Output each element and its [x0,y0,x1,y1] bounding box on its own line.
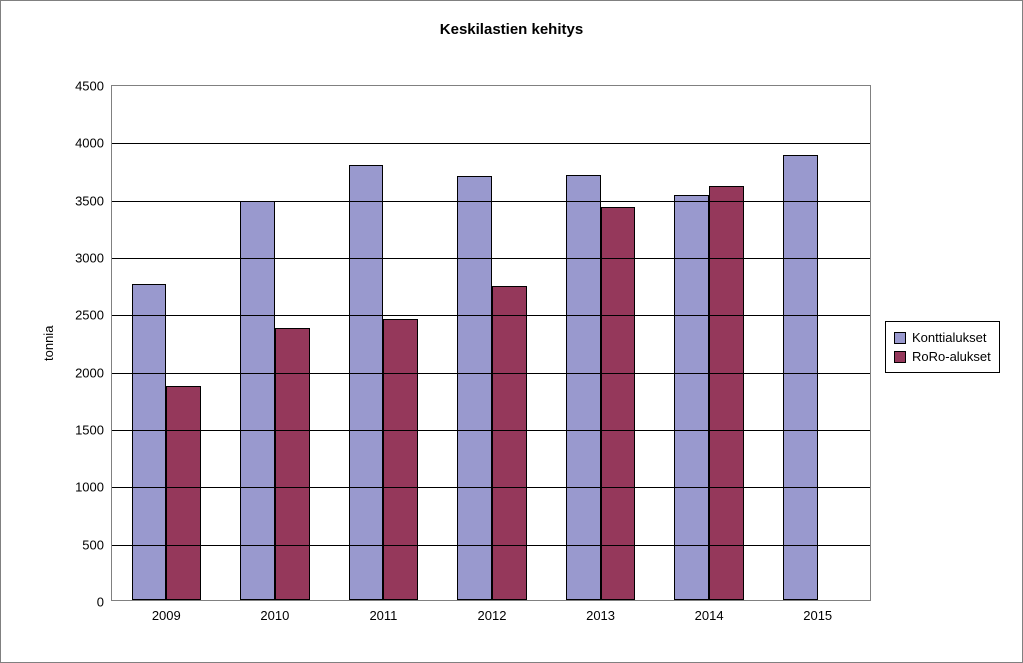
x-tick-label: 2009 [152,600,181,623]
bar [783,155,818,600]
plot-area: 0500100015002000250030003500400045002009… [111,85,871,601]
bar [492,286,527,600]
x-tick-label: 2011 [369,600,397,623]
y-tick-label: 2500 [75,308,112,323]
chart-title: Keskilastien kehitys [1,21,1022,38]
x-tick-label: 2014 [695,600,724,623]
bar [383,319,418,600]
bar [457,176,492,600]
bar [132,284,167,600]
grid-line [112,143,870,144]
bar [349,165,384,600]
y-tick-label: 3000 [75,251,112,266]
legend-item: RoRo-alukset [894,349,991,364]
y-tick-label: 1500 [75,423,112,438]
x-tick-label: 2010 [260,600,289,623]
y-tick-label: 500 [82,537,112,552]
grid-line [112,487,870,488]
grid-line [112,373,870,374]
legend-swatch [894,351,906,363]
legend-label: RoRo-alukset [912,349,991,364]
y-tick-label: 4000 [75,136,112,151]
legend-label: Konttialukset [912,330,986,345]
bar [275,328,310,600]
grid-line [112,545,870,546]
bar [240,201,275,600]
grid-line [112,315,870,316]
y-axis-label: tonnia [41,326,56,361]
y-tick-label: 1000 [75,480,112,495]
bars-layer [112,86,870,600]
legend-item: Konttialukset [894,330,991,345]
y-tick-label: 2000 [75,365,112,380]
grid-line [112,258,870,259]
grid-line [112,430,870,431]
x-tick-label: 2012 [478,600,507,623]
x-tick-label: 2013 [586,600,615,623]
legend-swatch [894,332,906,344]
grid-line [112,201,870,202]
bar [166,386,201,600]
chart-frame: Keskilastien kehitys 0500100015002000250… [0,0,1023,663]
bar [674,195,709,600]
bar [709,186,744,600]
x-tick-label: 2015 [803,600,832,623]
bar [566,175,601,600]
bar [601,207,636,600]
y-tick-label: 0 [97,595,112,610]
y-tick-label: 3500 [75,193,112,208]
y-tick-label: 4500 [75,79,112,94]
legend: Konttialukset RoRo-alukset [885,321,1000,373]
